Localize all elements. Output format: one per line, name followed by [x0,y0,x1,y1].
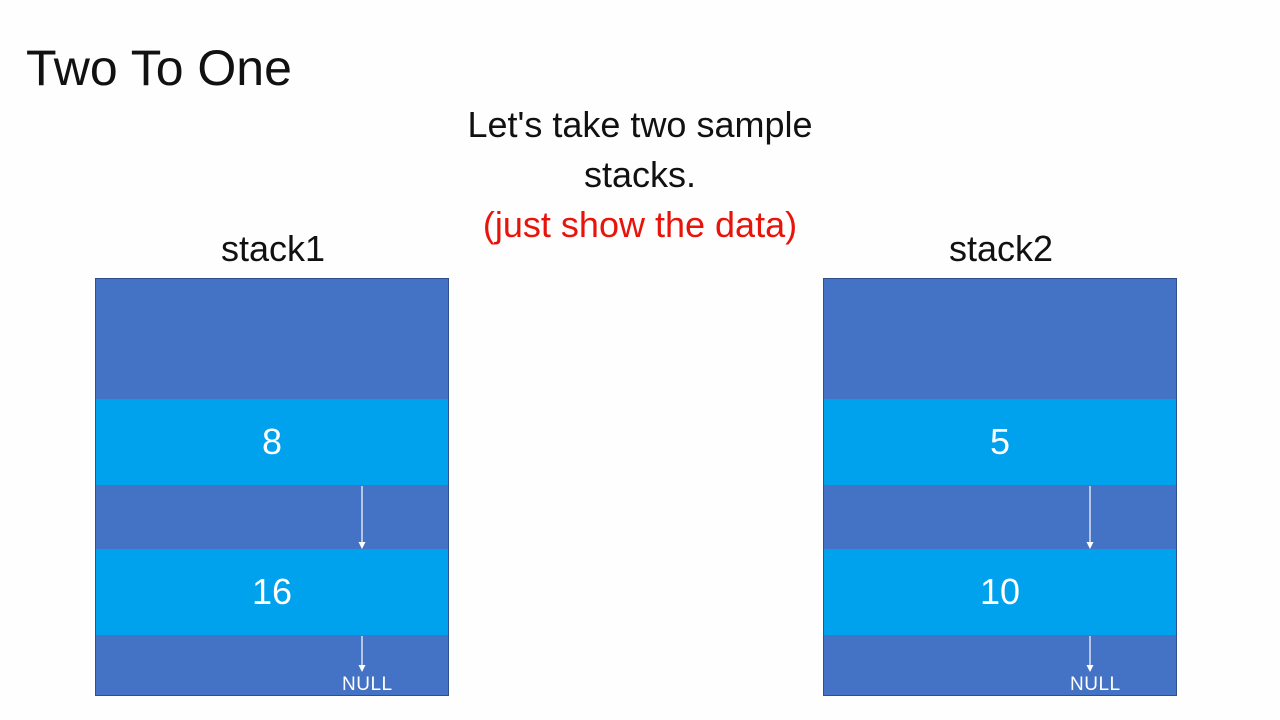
stack2-label: stack2 [948,228,1054,269]
stack1-next-arrow-1 [357,486,367,549]
caption-note: (just show the data) [482,204,798,245]
caption-line-2: stacks. [583,154,697,195]
stack1: 8 16 NULL [95,278,449,696]
stack1-node-1: 8 [96,399,448,485]
stack2: 5 10 NULL [823,278,1177,696]
stack1-next-arrow-2 [357,636,367,672]
stack2-node-1-value: 5 [989,421,1011,462]
stack2-node-2: 10 [824,549,1176,635]
stack2-next-arrow-1 [1085,486,1095,549]
stack2-node-1: 5 [824,399,1176,485]
stack2-next-arrow-2 [1085,636,1095,672]
stack2-node-2-value: 10 [979,571,1021,612]
stack1-null-label: NULL [342,674,393,695]
stack1-label: stack1 [220,228,326,269]
stack1-node-2-value: 16 [251,571,293,612]
stack2-null-label: NULL [1070,674,1121,695]
caption-line-1: Let's take two sample [467,104,813,145]
stack1-node-2: 16 [96,549,448,635]
caption: Let's take two sample stacks. (just show… [390,100,890,250]
stack1-node-1-value: 8 [261,421,283,462]
slide-title: Two To One [26,40,292,96]
